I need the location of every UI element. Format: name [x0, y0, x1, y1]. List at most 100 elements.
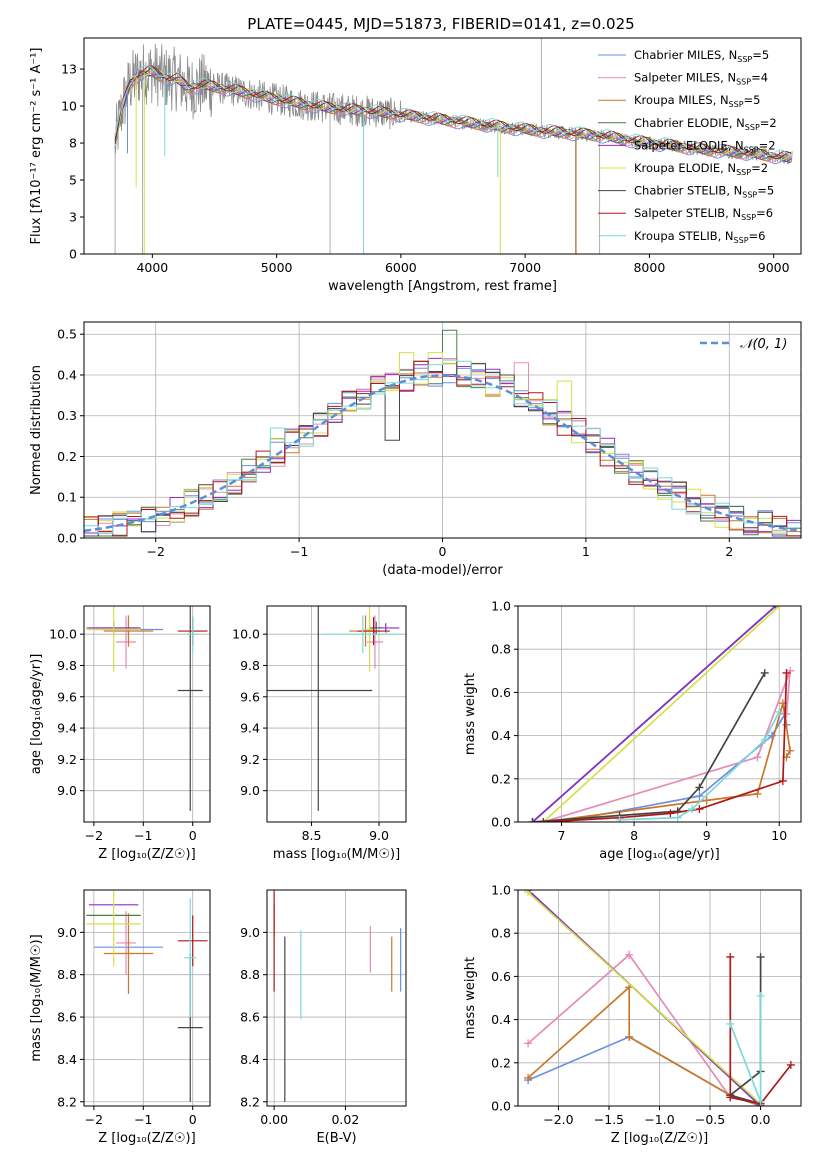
legend-count: =5 — [744, 93, 761, 107]
legend-label: Chabrier MILES, NSSP=5 — [634, 48, 769, 64]
legend-label: Salpeter ELODIE, NSSP=2 — [634, 138, 776, 154]
weight-marker — [775, 606, 784, 610]
weight-marker — [756, 991, 765, 1000]
errorbar-kroupa-miles — [103, 913, 154, 994]
plot-area — [86, 890, 208, 1102]
weight-line — [527, 891, 762, 1105]
weight-marker — [695, 805, 704, 814]
model-spectrum-chabrier-stelib — [114, 66, 792, 160]
x-tick-label: 7000 — [509, 260, 541, 275]
weight-marker — [786, 746, 795, 755]
y-tick-label: 9.0 — [57, 925, 77, 940]
weight-marker — [775, 707, 784, 716]
plot-area — [267, 606, 401, 812]
legend-label: Salpeter STELIB, NSSP=6 — [634, 206, 773, 222]
legend-subscript: SSP — [736, 78, 751, 87]
y-tick-label: 9.2 — [57, 752, 77, 767]
x-tick-label: 0.02 — [331, 1112, 359, 1127]
y-tick-label: 0.2 — [491, 771, 511, 786]
weight-marker — [786, 1060, 795, 1069]
weight-marker — [753, 789, 762, 798]
y-tick-label: 8.8 — [57, 967, 77, 982]
chart-z_mass: −2 −1 0 8.2 8.4 8.6 8.8 9.0 Z [log₁₀(Z/Z☉)] mass … — [29, 889, 211, 1146]
weight-line — [542, 606, 780, 822]
y-tick-label: 0.5 — [57, 327, 77, 342]
y-tick-label: 0.0 — [491, 815, 511, 830]
chart-mass_age: 8.5 9.0 9.0 9.2 9.4 9.6 9.8 10.0 mass [log₁₀(M/M… — [232, 605, 407, 862]
weight-marker — [524, 890, 533, 897]
weight-marker — [756, 1097, 765, 1106]
weight-marker — [625, 1032, 634, 1041]
y-axis-label: mass weight — [463, 673, 478, 755]
x-tick-label: 0 — [439, 544, 447, 559]
plot-area — [528, 606, 795, 822]
x-tick-label: −0.5 — [695, 1112, 725, 1127]
y-tick-label: 0.0 — [57, 531, 77, 546]
errorbar-kroupa-elodie — [86, 890, 141, 967]
plot-area — [84, 329, 801, 538]
x-tick-label: −1 — [290, 544, 308, 559]
weight-marker — [726, 952, 735, 961]
y-tick-label: 5 — [69, 173, 77, 188]
axes-frame — [83, 889, 211, 1107]
legend-count: =2 — [760, 116, 777, 130]
y-tick-label: 8.4 — [240, 1052, 260, 1067]
plot-area — [273, 890, 402, 1102]
y-tick-label: 0 — [69, 247, 77, 262]
legend-count: =5 — [757, 184, 774, 198]
weight-marker — [539, 818, 548, 822]
y-axis-label: mass weight — [463, 957, 478, 1039]
y-tick-label: 9.0 — [57, 783, 77, 798]
weight-marker — [756, 952, 765, 961]
plot-area — [114, 38, 793, 254]
model-spectrum-kroupa-stelib — [114, 65, 792, 157]
weight-marker — [666, 809, 675, 818]
legend-label: Chabrier ELODIE, NSSP=2 — [634, 116, 777, 132]
weight-marker — [782, 668, 791, 677]
legend-label: Salpeter MILES, NSSP=4 — [634, 71, 768, 87]
y-tick-label: 0.1 — [57, 490, 77, 505]
weight-marker — [625, 950, 634, 959]
y-tick-label: 9.8 — [57, 658, 77, 673]
y-tick-label: 8.2 — [57, 1094, 77, 1109]
plot-area — [524, 890, 795, 1106]
chart-age_weight: 7 8 9 10 0.0 0.2 0.4 0.6 0.8 1.0 age [log₁₀(age/yr… — [463, 599, 802, 862]
weight-marker — [726, 1019, 735, 1028]
y-tick-label: 0.4 — [491, 728, 511, 743]
legend-count: =2 — [759, 138, 776, 152]
axes-frame — [266, 889, 407, 1107]
x-tick-label: 9.0 — [369, 828, 389, 843]
y-tick-label: 8 — [69, 136, 77, 151]
y-tick-label: 0.6 — [491, 969, 511, 984]
legend-subscript: SSP — [729, 100, 744, 109]
weight-marker — [760, 668, 769, 677]
legend-count: =6 — [749, 229, 766, 243]
legend-label: Kroupa ELODIE, NSSP=2 — [634, 161, 768, 177]
x-tick-label: 7 — [558, 828, 566, 843]
y-tick-label: 0.8 — [491, 642, 511, 657]
weight-marker — [778, 776, 787, 785]
legend-subscript: SSP — [737, 55, 752, 64]
x-axis-label: mass [log₁₀(M/M☉)] — [273, 847, 400, 862]
x-tick-label: 5000 — [261, 260, 293, 275]
y-tick-label: 3 — [69, 210, 77, 225]
y-tick-label: 9.4 — [57, 721, 77, 736]
weights-salpeter-stelib — [539, 668, 791, 822]
plot-area — [86, 606, 208, 812]
y-tick-label: 8.6 — [57, 1010, 77, 1025]
legend-subscript: SSP — [734, 236, 749, 245]
legend-count: =2 — [751, 161, 768, 175]
weight-marker — [695, 792, 704, 801]
y-tick-label: 9.6 — [240, 689, 260, 704]
weights-kroupa-stelib — [615, 707, 784, 822]
y-tick-label: 9.0 — [240, 783, 260, 798]
x-tick-label: −1 — [134, 828, 152, 843]
legend-subscript: SSP — [745, 123, 760, 132]
legend-label: 𝒩(0, 1) — [740, 337, 787, 352]
x-tick-label: 4000 — [136, 260, 168, 275]
weight-marker — [615, 815, 624, 822]
y-tick-label: 1.0 — [491, 599, 511, 614]
y-axis-label: Normed distribution — [29, 365, 44, 495]
weight-marker — [760, 735, 769, 744]
y-axis-label: Flux [fλ10⁻¹⁷ erg cm⁻² s⁻¹ A⁻¹] — [29, 48, 44, 245]
